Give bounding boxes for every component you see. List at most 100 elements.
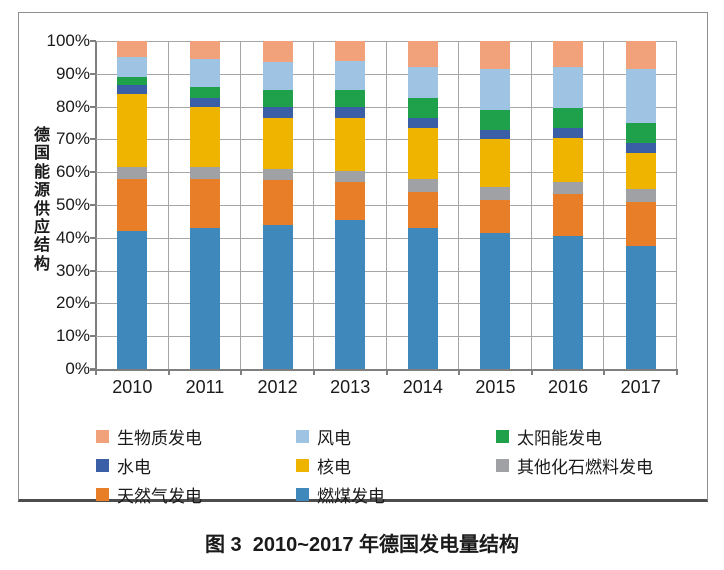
legend-item: 水电 bbox=[96, 454, 296, 477]
y-axis-title-char: 构 bbox=[33, 255, 50, 273]
y-axis-title-char: 应 bbox=[33, 219, 50, 237]
stacked-bar-2013 bbox=[335, 41, 366, 369]
bar-segment bbox=[407, 118, 438, 128]
bar-segment bbox=[335, 219, 366, 369]
bar-segment bbox=[335, 106, 366, 119]
legend-swatch-icon bbox=[96, 487, 109, 501]
bar-segment bbox=[553, 193, 584, 237]
bar-segment bbox=[117, 77, 148, 86]
bar-segment bbox=[117, 85, 148, 94]
x-tick-mark bbox=[603, 369, 606, 375]
bar-segment bbox=[189, 41, 220, 60]
y-tick-label: 0% bbox=[65, 359, 90, 378]
x-tick-mark bbox=[676, 369, 678, 375]
legend-label: 其他化石燃料发电 bbox=[517, 457, 653, 477]
chart-legend: 生物质发电 风电 太阳能发电 水电 核电 其他化石燃料发电 天然气发电 燃煤发电 bbox=[96, 425, 696, 506]
legend-swatch-icon bbox=[296, 458, 309, 472]
gridline-vertical bbox=[676, 41, 677, 369]
x-tick-mark bbox=[385, 369, 388, 375]
y-tick-label: 90% bbox=[55, 63, 90, 83]
bar-segment bbox=[480, 68, 511, 110]
gridline-vertical bbox=[385, 41, 387, 369]
y-tick-label: 60% bbox=[55, 162, 90, 182]
bar-segment bbox=[480, 200, 511, 233]
y-tick-mark bbox=[90, 269, 96, 272]
legend-label: 核电 bbox=[317, 457, 351, 477]
bar-segment bbox=[480, 139, 511, 187]
gridline-horizontal bbox=[96, 41, 677, 42]
bar-segment bbox=[625, 142, 656, 153]
y-tick-label: 100% bbox=[46, 31, 90, 50]
legend-item: 其他化石燃料发电 bbox=[496, 454, 696, 477]
gridline-horizontal bbox=[96, 205, 677, 206]
bar-segment bbox=[117, 178, 148, 232]
legend-item: 天然气发电 bbox=[96, 483, 296, 506]
x-tick-mark bbox=[167, 369, 170, 375]
bar-segment bbox=[407, 67, 438, 99]
bar-segment bbox=[189, 59, 220, 87]
y-axis-title-char: 能 bbox=[33, 163, 50, 181]
bar-segment bbox=[117, 57, 148, 78]
bar-segment bbox=[625, 41, 656, 69]
y-tick-mark bbox=[90, 105, 96, 108]
y-tick-label: 40% bbox=[55, 227, 90, 247]
bar-segment bbox=[407, 178, 438, 192]
x-axis-labels: 2010 2011 2012 2013 2014 2015 2016 2017 bbox=[96, 377, 677, 398]
legend-label: 水电 bbox=[117, 457, 151, 477]
legend-swatch-icon bbox=[296, 487, 309, 501]
bar-segment bbox=[553, 127, 584, 138]
bar-segment bbox=[625, 123, 656, 143]
y-tick-mark bbox=[90, 40, 96, 42]
bar-segment bbox=[407, 41, 438, 68]
bar-segment bbox=[189, 227, 220, 369]
y-tick-label: 50% bbox=[55, 195, 90, 214]
bar-segment bbox=[480, 186, 511, 201]
bar-segment bbox=[407, 191, 438, 228]
bar-segment bbox=[189, 106, 220, 168]
stacked-bar-2017 bbox=[625, 41, 656, 369]
legend-swatch-icon bbox=[496, 458, 509, 472]
legend-label: 燃煤发电 bbox=[317, 486, 385, 506]
gridline-horizontal bbox=[96, 303, 677, 305]
x-axis-label-2011: 2011 bbox=[185, 377, 225, 397]
y-axis-title: 德国能源供应结构 bbox=[31, 127, 53, 274]
bar-segment bbox=[407, 127, 438, 179]
y-tick-mark bbox=[90, 138, 96, 141]
bar-segment bbox=[480, 129, 511, 140]
y-axis-title-char: 结 bbox=[33, 237, 50, 255]
y-tick-mark bbox=[90, 204, 96, 206]
bar-segment bbox=[335, 170, 366, 183]
gridline-vertical bbox=[312, 41, 314, 369]
bar-segment bbox=[117, 93, 148, 168]
legend-swatch-icon bbox=[496, 429, 509, 443]
gridline-vertical bbox=[603, 41, 605, 369]
x-axis-line bbox=[90, 369, 677, 371]
bar-segment bbox=[117, 231, 148, 369]
gridline-horizontal bbox=[96, 336, 677, 338]
bar-segment bbox=[335, 182, 366, 220]
bar-segment bbox=[553, 236, 584, 369]
bar-segment bbox=[407, 227, 438, 369]
y-tick-label: 80% bbox=[55, 96, 90, 116]
legend-item: 燃煤发电 bbox=[296, 483, 496, 506]
gridline-horizontal bbox=[96, 73, 677, 75]
legend-item: 太阳能发电 bbox=[496, 425, 696, 448]
x-axis-label-2013: 2013 bbox=[330, 377, 371, 397]
bar-segment bbox=[262, 118, 293, 169]
bar-segment bbox=[553, 137, 584, 183]
gridline-horizontal bbox=[96, 270, 677, 272]
gridline-vertical bbox=[167, 41, 169, 369]
y-axis-tick-labels: 0% 10% 20% 30% 40% 50% 60% 70% 80% 90% 100% bbox=[19, 13, 90, 499]
x-tick-mark bbox=[240, 369, 243, 375]
bar-segment bbox=[335, 41, 366, 61]
legend-label: 天然气发电 bbox=[117, 486, 202, 506]
chart-figure-box: 德国能源供应结构 0% 10% 20% 30% 40% 50% 60% 70% 80% 90% 10… bbox=[18, 12, 708, 506]
gridline-horizontal bbox=[96, 106, 677, 108]
bar-segment bbox=[335, 90, 366, 107]
gridline-horizontal bbox=[96, 237, 677, 239]
x-axis-label-2017: 2017 bbox=[620, 377, 661, 397]
figure-caption: 图 3 2010~2017 年德国发电量结构 bbox=[204, 534, 519, 556]
bar-segment bbox=[189, 178, 220, 228]
bar-segment bbox=[625, 68, 656, 124]
bar-segment bbox=[335, 118, 366, 171]
